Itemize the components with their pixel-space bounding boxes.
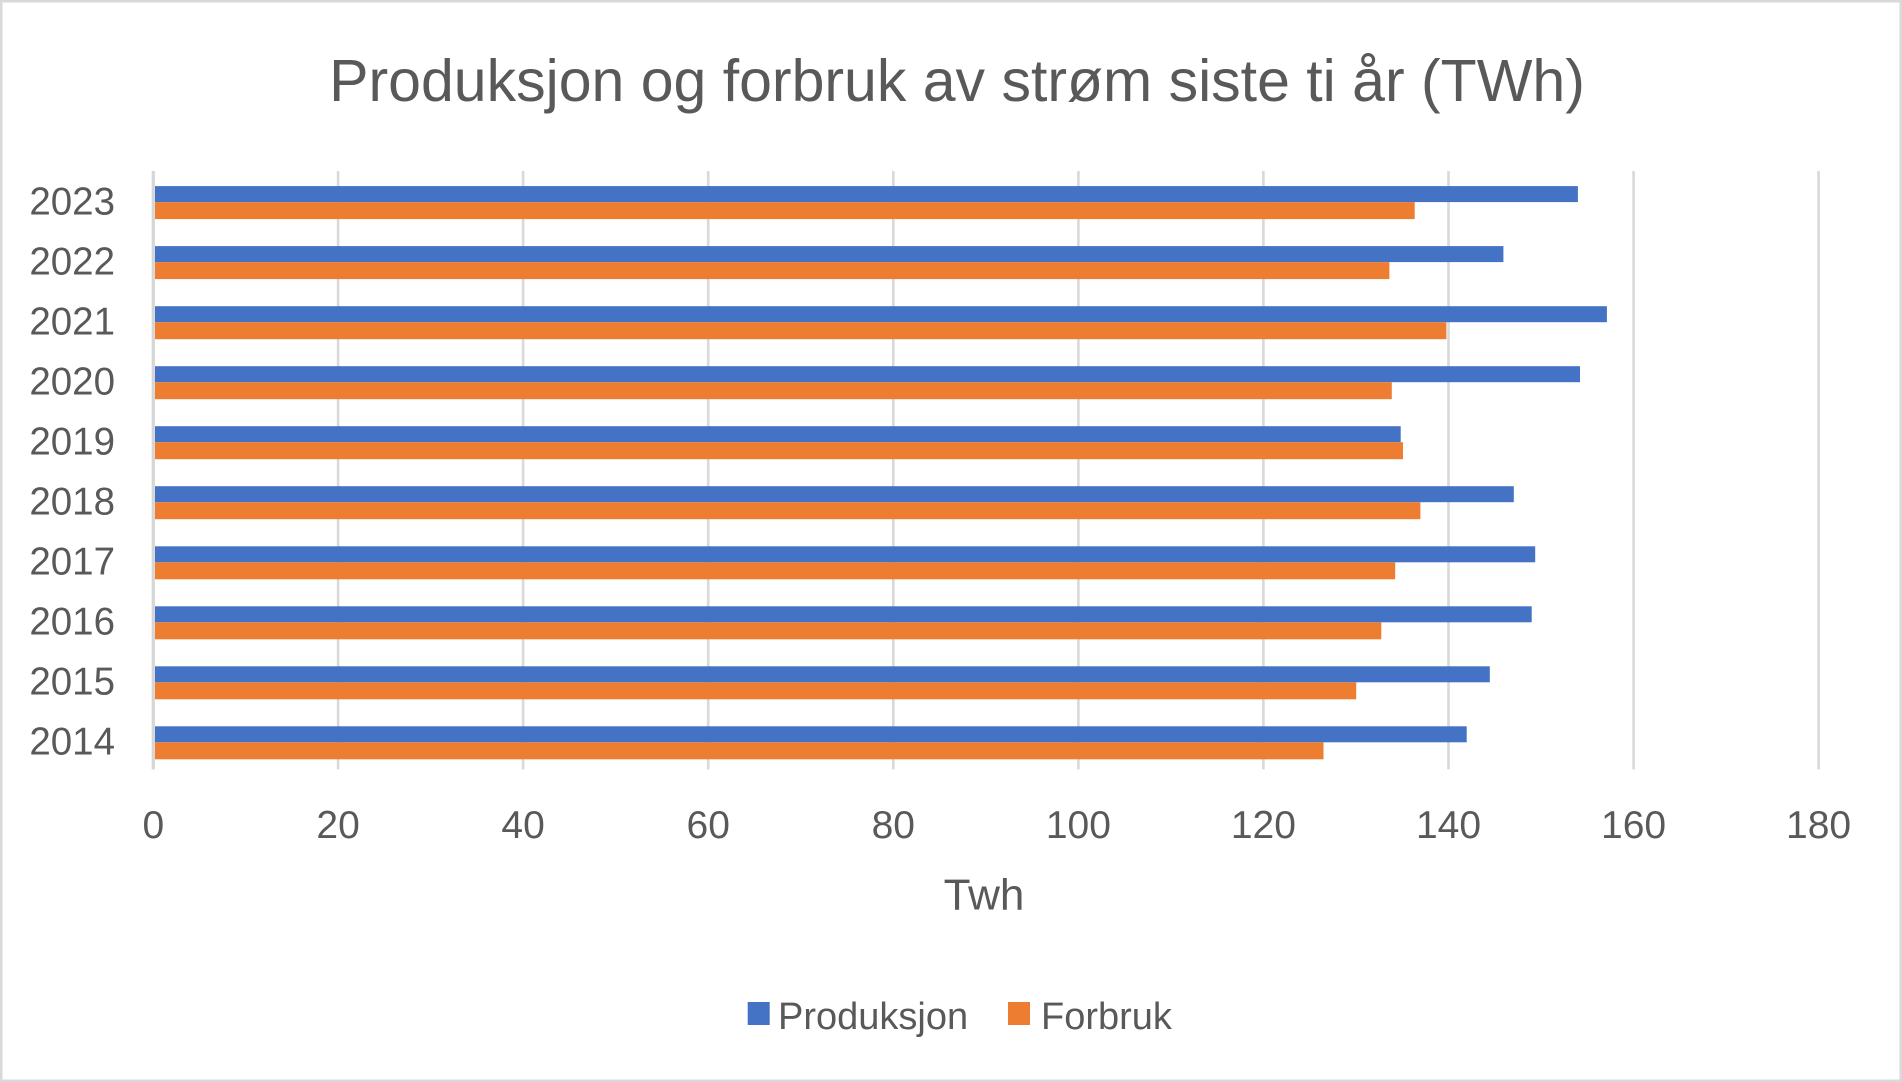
svg-text:0: 0 — [142, 804, 164, 847]
svg-text:20: 20 — [316, 804, 359, 847]
svg-text:180: 180 — [1786, 804, 1851, 847]
svg-text:2023: 2023 — [29, 180, 115, 223]
svg-text:2015: 2015 — [29, 661, 115, 704]
svg-text:2022: 2022 — [29, 240, 115, 283]
svg-text:120: 120 — [1231, 804, 1296, 847]
svg-text:2021: 2021 — [29, 300, 115, 343]
svg-text:2014: 2014 — [29, 721, 115, 764]
svg-text:2018: 2018 — [29, 480, 115, 523]
svg-text:Forbruk: Forbruk — [1041, 996, 1173, 1038]
svg-text:140: 140 — [1416, 804, 1481, 847]
svg-text:2019: 2019 — [29, 420, 115, 463]
svg-text:160: 160 — [1601, 804, 1666, 847]
svg-text:Twh: Twh — [944, 871, 1025, 920]
svg-text:40: 40 — [501, 804, 544, 847]
svg-text:Produksjon: Produksjon — [778, 996, 968, 1038]
svg-text:60: 60 — [687, 804, 730, 847]
svg-text:2020: 2020 — [29, 360, 115, 403]
svg-text:80: 80 — [872, 804, 915, 847]
svg-text:Produksjon og forbruk av strøm: Produksjon og forbruk av strøm siste ti … — [329, 48, 1585, 114]
svg-text:100: 100 — [1046, 804, 1111, 847]
svg-text:2017: 2017 — [29, 541, 115, 584]
svg-text:2016: 2016 — [29, 601, 115, 644]
